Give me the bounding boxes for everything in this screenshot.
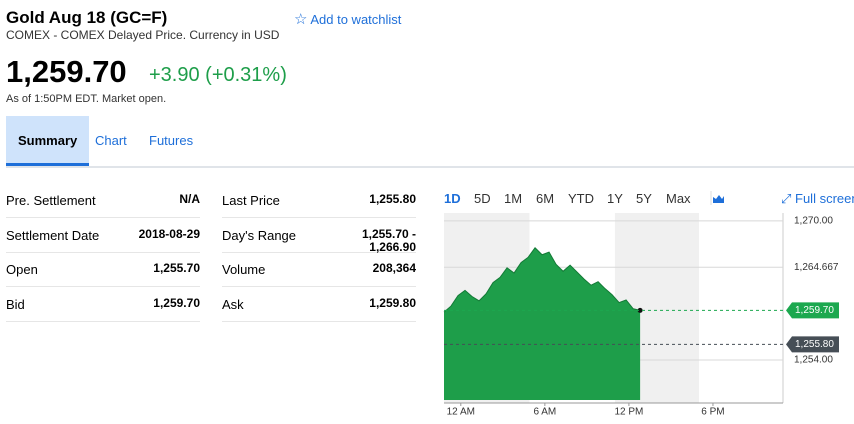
stat-value: 1,255.70 [153,261,200,275]
tab-bar: Summary Chart Futures [6,116,854,168]
range-button[interactable]: 1D [444,191,461,206]
stat-row: Ask 1,259.80 [222,287,416,322]
stat-row: Settlement Date 2018-08-29 [6,218,200,253]
y-tick-label: 1,254.00 [794,355,833,366]
range-button[interactable]: 5D [474,191,491,206]
fullscreen-label[interactable]: Full screen [795,191,854,206]
range-button[interactable]: 6M [536,191,555,206]
stat-value: 2018-08-29 [138,226,200,241]
range-button[interactable]: Max [666,191,691,206]
stat-row: Bid 1,259.70 [6,287,200,322]
stat-value: 1,255.70 - 1,266.90 [361,226,416,254]
watchlist-button[interactable]: ☆ Add to watchlist [294,11,402,28]
stat-row: Last Price 1,255.80 [222,183,416,218]
marker-flag [786,336,839,353]
marker-flag [786,302,839,319]
marker-label: 1,255.80 [795,339,834,350]
note: As of 1:50PM EDT. Market open. [6,93,167,105]
price-line [443,247,641,313]
y-tick-label: 1,264.667 [794,262,839,273]
fullscreen-button[interactable]: ⤢ Full screen [781,191,854,207]
x-tick-label: 6 PM [701,407,724,418]
range-button[interactable]: 5Y [636,191,652,206]
stat-label: Ask [222,296,244,312]
range-button[interactable]: 1M [504,191,523,206]
title: Gold Aug 18 (GC=F) [6,8,168,27]
x-tick-label: 12 AM [447,407,475,418]
stat-label: Bid [6,296,25,312]
stat-label: Day's Range [222,227,297,243]
stat-value: 1,259.70 [153,295,200,310]
range-button[interactable]: 1Y [607,191,623,206]
stat-value: N/A [179,192,200,206]
stat-label: Open [6,262,38,277]
change: +3.90 (+0.31%) [149,64,287,86]
range-button[interactable]: YTD [568,191,594,206]
stat-label: Volume [222,262,266,277]
stat-row: Open 1,255.70 [6,252,200,287]
stat-row: Day's Range 1,255.70 - 1,266.90 [222,218,416,253]
subtitle: COMEX - COMEX Delayed Price. Currency in… [6,28,280,42]
stat-label: Last Price [222,193,280,208]
stat-value: 208,364 [372,261,416,275]
stat-row: Volume 208,364 [222,252,416,287]
x-tick-label: 12 PM [614,407,643,418]
stat-value: 1,255.80 [369,192,416,206]
stat-label: Pre. Settlement [6,193,96,208]
watchlist-label[interactable]: Add to watchlist [310,12,402,27]
y-tick-label: 1,270.00 [794,215,833,226]
price: 1,259.70 [6,54,127,89]
stat-label: Settlement Date [6,227,100,243]
tab[interactable]: Futures [149,133,194,148]
tab[interactable]: Chart [95,133,127,148]
last-point [637,307,643,313]
tab[interactable]: Summary [6,116,90,166]
chart-type-icon[interactable] [713,195,724,203]
stat-row: Pre. Settlement N/A [6,183,200,218]
x-tick-label: 6 AM [533,407,556,418]
stat-value: 1,259.80 [369,295,416,310]
marker-label: 1,259.70 [795,305,834,316]
price-area [444,247,641,400]
